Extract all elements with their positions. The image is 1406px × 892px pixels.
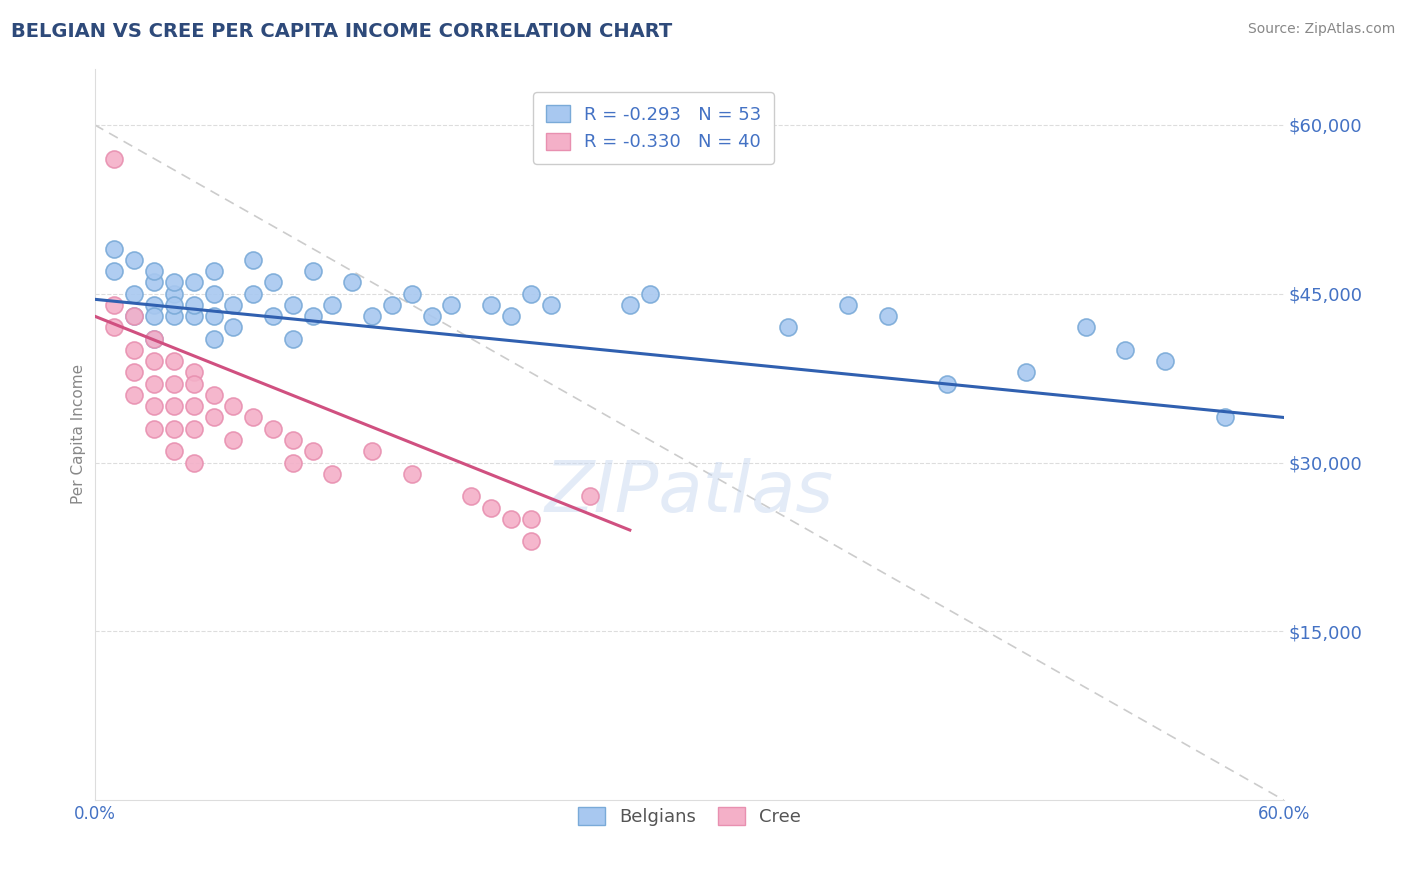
- Point: [262, 276, 284, 290]
- Point: [202, 286, 225, 301]
- Point: [242, 410, 264, 425]
- Point: [143, 422, 166, 436]
- Point: [163, 276, 186, 290]
- Point: [163, 354, 186, 368]
- Point: [103, 320, 125, 334]
- Point: [183, 376, 205, 391]
- Point: [301, 309, 323, 323]
- Point: [143, 332, 166, 346]
- Point: [440, 298, 463, 312]
- Point: [163, 376, 186, 391]
- Point: [321, 298, 343, 312]
- Point: [579, 489, 602, 503]
- Point: [281, 456, 304, 470]
- Point: [1213, 410, 1236, 425]
- Point: [381, 298, 404, 312]
- Point: [202, 332, 225, 346]
- Point: [143, 264, 166, 278]
- Point: [163, 399, 186, 413]
- Point: [222, 298, 245, 312]
- Point: [936, 376, 959, 391]
- Text: BELGIAN VS CREE PER CAPITA INCOME CORRELATION CHART: BELGIAN VS CREE PER CAPITA INCOME CORREL…: [11, 22, 672, 41]
- Point: [1074, 320, 1097, 334]
- Point: [281, 433, 304, 447]
- Point: [361, 309, 384, 323]
- Point: [163, 286, 186, 301]
- Point: [122, 286, 145, 301]
- Y-axis label: Per Capita Income: Per Capita Income: [72, 364, 86, 505]
- Point: [301, 264, 323, 278]
- Point: [202, 309, 225, 323]
- Point: [401, 467, 423, 481]
- Point: [183, 366, 205, 380]
- Point: [321, 467, 343, 481]
- Point: [281, 298, 304, 312]
- Point: [122, 309, 145, 323]
- Point: [401, 286, 423, 301]
- Point: [342, 276, 364, 290]
- Point: [499, 309, 522, 323]
- Point: [183, 276, 205, 290]
- Point: [183, 456, 205, 470]
- Point: [163, 309, 186, 323]
- Point: [876, 309, 898, 323]
- Point: [242, 252, 264, 267]
- Point: [183, 422, 205, 436]
- Point: [301, 444, 323, 458]
- Point: [202, 388, 225, 402]
- Point: [479, 298, 502, 312]
- Point: [143, 298, 166, 312]
- Point: [242, 286, 264, 301]
- Point: [281, 332, 304, 346]
- Point: [122, 309, 145, 323]
- Point: [222, 320, 245, 334]
- Point: [122, 252, 145, 267]
- Point: [262, 309, 284, 323]
- Point: [619, 298, 641, 312]
- Point: [479, 500, 502, 515]
- Point: [222, 399, 245, 413]
- Point: [143, 332, 166, 346]
- Point: [143, 354, 166, 368]
- Point: [638, 286, 661, 301]
- Point: [143, 399, 166, 413]
- Point: [222, 433, 245, 447]
- Point: [262, 422, 284, 436]
- Point: [361, 444, 384, 458]
- Point: [460, 489, 482, 503]
- Point: [103, 298, 125, 312]
- Point: [163, 298, 186, 312]
- Point: [1114, 343, 1136, 357]
- Point: [143, 376, 166, 391]
- Point: [103, 242, 125, 256]
- Point: [122, 366, 145, 380]
- Point: [519, 286, 541, 301]
- Point: [163, 444, 186, 458]
- Point: [143, 309, 166, 323]
- Point: [103, 264, 125, 278]
- Point: [183, 309, 205, 323]
- Legend: Belgians, Cree: Belgians, Cree: [568, 797, 810, 835]
- Point: [519, 512, 541, 526]
- Point: [540, 298, 562, 312]
- Point: [163, 422, 186, 436]
- Point: [202, 410, 225, 425]
- Point: [499, 512, 522, 526]
- Point: [103, 152, 125, 166]
- Point: [420, 309, 443, 323]
- Point: [202, 264, 225, 278]
- Point: [183, 298, 205, 312]
- Point: [1154, 354, 1177, 368]
- Text: Source: ZipAtlas.com: Source: ZipAtlas.com: [1247, 22, 1395, 37]
- Text: ZIPatlas: ZIPatlas: [544, 458, 834, 527]
- Point: [519, 534, 541, 549]
- Point: [183, 399, 205, 413]
- Point: [122, 388, 145, 402]
- Point: [122, 343, 145, 357]
- Point: [778, 320, 800, 334]
- Point: [143, 276, 166, 290]
- Point: [837, 298, 859, 312]
- Point: [1015, 366, 1038, 380]
